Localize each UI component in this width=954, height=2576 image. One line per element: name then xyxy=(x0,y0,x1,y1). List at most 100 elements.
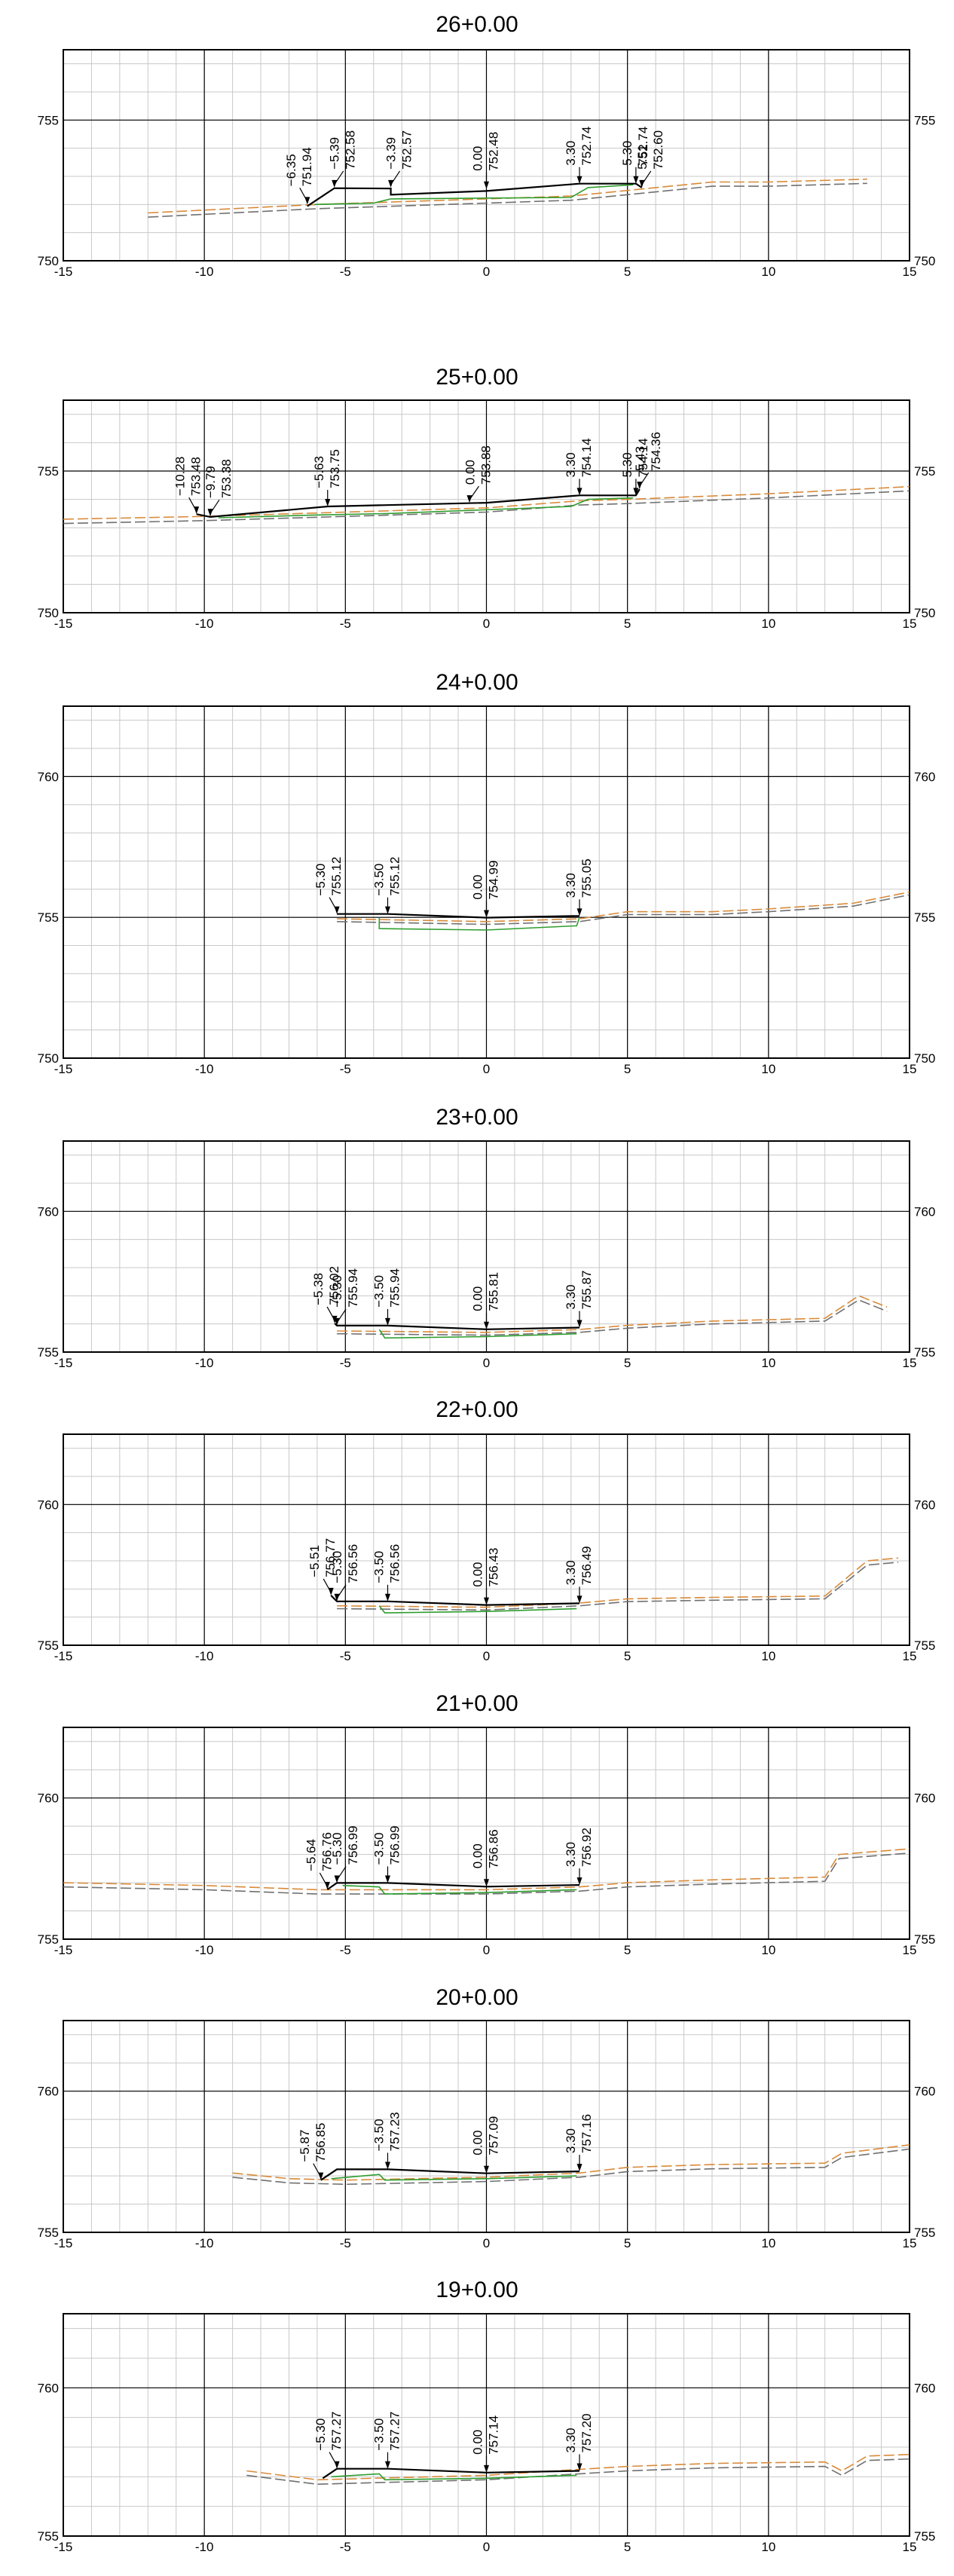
y-tick-label-left: 755 xyxy=(38,2529,59,2544)
y-tick-label-left: 760 xyxy=(38,2085,59,2099)
y-tick-label-right: 750 xyxy=(914,606,935,620)
design-profile-line xyxy=(307,182,643,207)
plot-frame xyxy=(63,1433,910,1646)
callout-offset-label: 0.00 xyxy=(463,460,478,485)
callout-offset-label: 5.30 xyxy=(620,141,634,166)
station-callout: 5.30 752.74 xyxy=(620,127,650,184)
x-tick-label: -15 xyxy=(54,1649,73,1663)
callout-arrow xyxy=(484,1597,489,1605)
x-tick-label: -15 xyxy=(54,2540,73,2554)
y-tick-label-left: 755 xyxy=(38,1638,59,1653)
x-tick-label: -10 xyxy=(195,616,214,631)
x-tick-label: -15 xyxy=(54,1062,73,1076)
x-tick-label: 15 xyxy=(903,1062,917,1076)
callout-elevation-label: 755.94 xyxy=(346,1268,360,1308)
x-tick-label: 15 xyxy=(903,1356,917,1370)
section-title: 26+0.00 xyxy=(436,12,518,37)
x-tick-label: 0 xyxy=(483,2540,490,2554)
callout-arrow xyxy=(484,2165,489,2174)
callout-offset-label: −3.50 xyxy=(372,1832,386,1865)
existing-ground-line xyxy=(148,182,867,218)
plot-frame xyxy=(63,49,910,262)
x-tick-label: -5 xyxy=(340,1649,351,1663)
station-callout: 3.30 756.49 xyxy=(564,1546,594,1604)
callout-arrow xyxy=(576,1877,582,1886)
y-tick-label-left: 755 xyxy=(38,1932,59,1947)
callout-offset-label: −5.39 xyxy=(328,137,342,170)
callout-arrow xyxy=(484,1879,489,1887)
subgrade-line xyxy=(314,184,634,206)
x-tick-label: 5 xyxy=(624,1943,631,1957)
section-title: 23+0.00 xyxy=(436,1105,518,1130)
y-tick-label-left: 760 xyxy=(38,1498,59,1512)
y-tick-label-left: 755 xyxy=(38,2226,59,2240)
x-tick-label: 0 xyxy=(483,1649,490,1663)
y-tick-label-left: 760 xyxy=(38,1204,59,1219)
callout-offset-label: 0.00 xyxy=(471,1843,485,1868)
callout-elevation-label: 757.20 xyxy=(579,2413,594,2452)
existing-ground-line xyxy=(337,1299,888,1336)
callout-offset-label: −5.64 xyxy=(304,1839,318,1871)
existing-ground-line xyxy=(337,1295,888,1333)
callout-elevation-label: 754.14 xyxy=(636,438,650,477)
callout-elevation-label: 756.49 xyxy=(579,1546,594,1585)
x-tick-label: 15 xyxy=(903,616,917,631)
station-callout: −5.30 757.27 xyxy=(313,2412,344,2469)
subgrade-line xyxy=(331,2174,577,2181)
callout-offset-label: 3.30 xyxy=(564,141,578,166)
callout-offset-label: −3.50 xyxy=(372,2418,386,2451)
y-tick-label-right: 755 xyxy=(914,2529,935,2544)
callout-offset-label: 3.30 xyxy=(564,2128,578,2153)
station-callout: 0.00 753.88 xyxy=(463,445,494,503)
callout-offset-label: 5.43 xyxy=(633,446,647,471)
callout-arrow xyxy=(576,488,582,496)
callout-elevation-label: 754.36 xyxy=(649,432,663,471)
callout-arrow xyxy=(633,176,639,184)
x-tick-label: 10 xyxy=(761,1356,775,1370)
y-tick-label-right: 760 xyxy=(914,1498,935,1512)
y-tick-label-right: 760 xyxy=(914,2381,935,2395)
x-tick-label: 0 xyxy=(483,265,490,279)
callout-arrow xyxy=(334,906,340,914)
design-profile-line xyxy=(322,2467,580,2480)
x-tick-label: 5 xyxy=(624,265,631,279)
y-tick-label-right: 755 xyxy=(914,910,935,925)
existing-ground-line xyxy=(63,490,910,525)
callout-arrow xyxy=(194,506,200,515)
station-callout: 0.00 755.81 xyxy=(471,1272,501,1329)
callout-arrow xyxy=(334,1593,340,1602)
callout-offset-label: −5.30 xyxy=(330,1832,344,1865)
x-tick-label: -15 xyxy=(54,1943,73,1957)
callout-elevation-label: 754.14 xyxy=(579,438,594,477)
x-tick-label: 5 xyxy=(624,1356,631,1370)
callout-arrow xyxy=(384,2461,390,2469)
existing-ground-line xyxy=(337,1557,899,1608)
station-callout: 3.30 754.14 xyxy=(564,438,594,496)
station-callout: 3.30 756.92 xyxy=(564,1828,594,1886)
station-callout: 5.30 754.14 xyxy=(620,438,650,496)
callout-offset-label: −3.50 xyxy=(372,864,386,896)
callout-arrow xyxy=(639,179,645,188)
subgrade-line xyxy=(342,1885,577,1895)
x-tick-label: 10 xyxy=(761,1062,775,1076)
design-profile-line xyxy=(337,913,580,919)
callout-offset-label: −3.50 xyxy=(372,2119,386,2151)
callout-offset-label: −9.79 xyxy=(203,466,218,498)
callout-arrow xyxy=(325,499,331,506)
callout-elevation-label: 752.60 xyxy=(651,130,665,170)
y-tick-label-right: 760 xyxy=(914,1204,935,1219)
callout-offset-label: 0.00 xyxy=(471,1562,485,1587)
callout-offset-label: 5.51 xyxy=(635,145,650,170)
x-tick-label: 15 xyxy=(903,1943,917,1957)
section-title: 21+0.00 xyxy=(436,1691,518,1716)
x-tick-label: 10 xyxy=(761,265,775,279)
callout-offset-label: −5.30 xyxy=(313,2418,328,2451)
callout-arrow xyxy=(207,509,213,517)
callout-elevation-label: 752.74 xyxy=(579,127,594,166)
station-callout: 3.30 752.74 xyxy=(564,127,594,184)
